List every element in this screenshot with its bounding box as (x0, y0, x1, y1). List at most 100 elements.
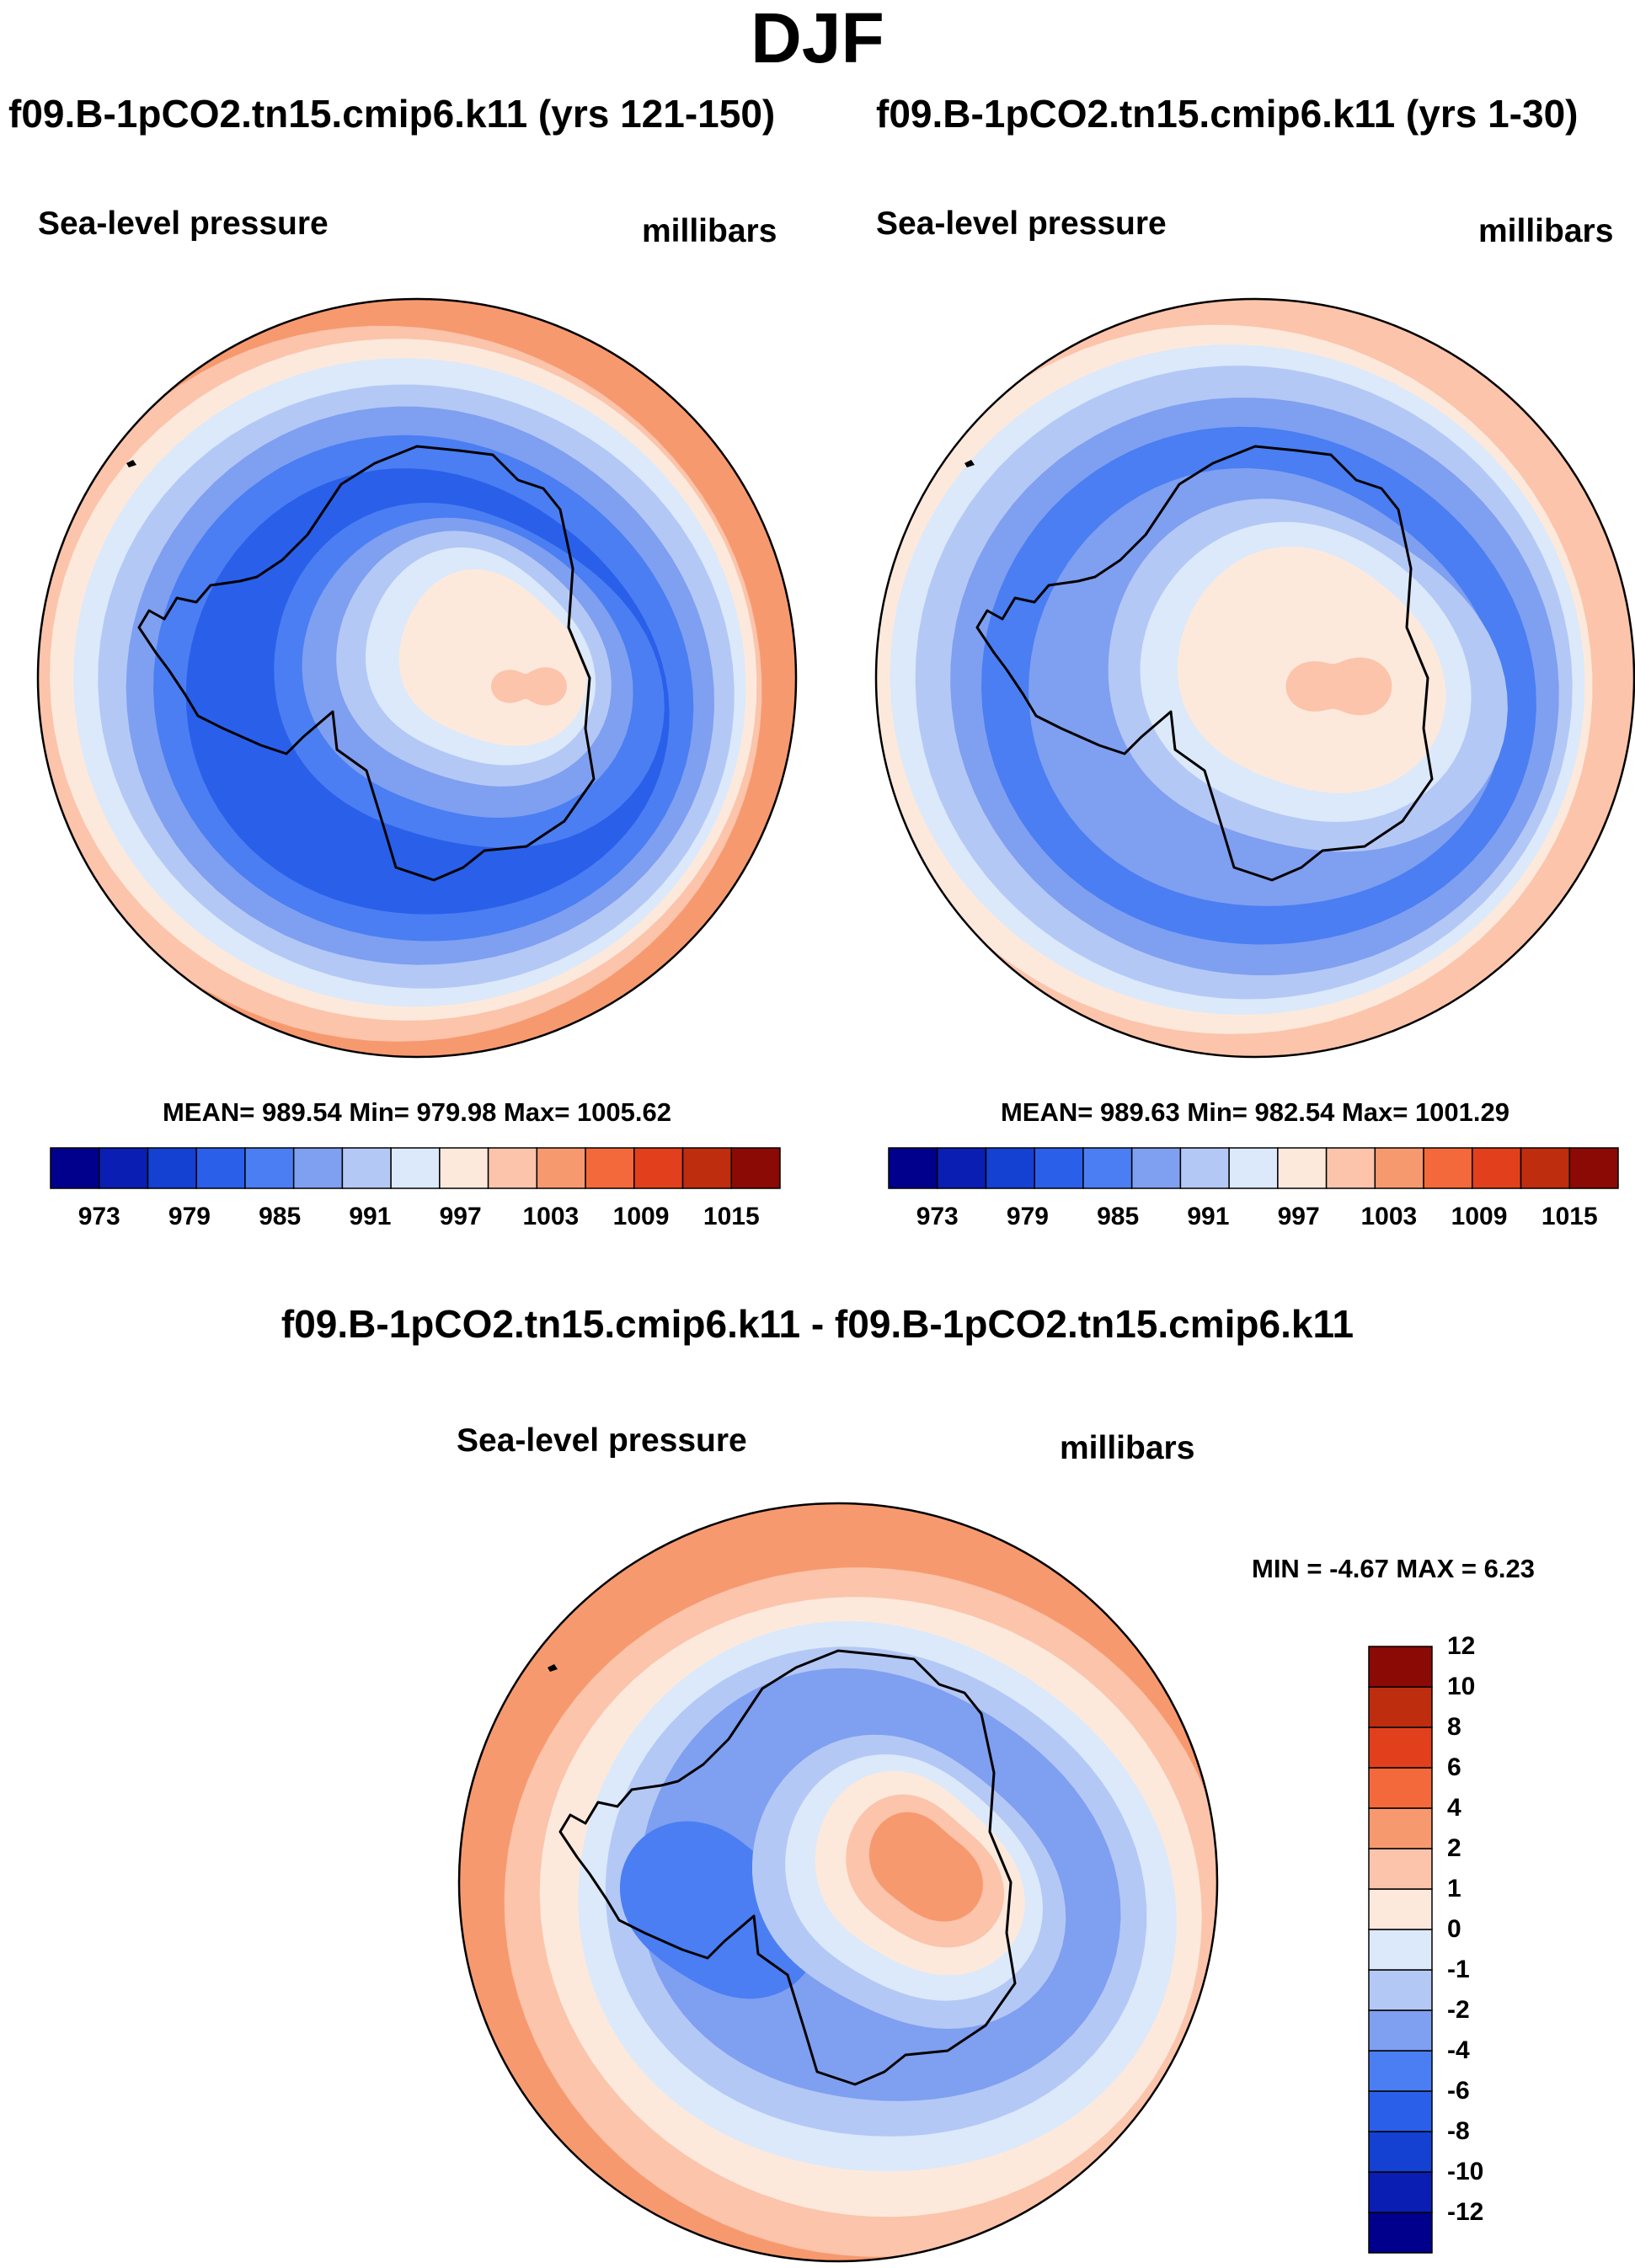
colorbar-tick-label: -1 (1447, 1956, 1470, 1983)
colorbar-box (1368, 1848, 1433, 1890)
colorbar-box (888, 1147, 938, 1189)
colorbar-tick-label: 8 (1447, 1713, 1461, 1741)
panel2-title: f09.B-1pCO2.tn15.cmip6.k11 (yrs 1-30) (876, 92, 1579, 136)
colorbar-tick-label: 991 (1187, 1203, 1230, 1230)
colorbar-box (1034, 1147, 1084, 1189)
colorbar-box (730, 1147, 781, 1189)
panel3-colorbar-ticks: -12 -10 -8 -6 -4 -2 -1 0 1 2 4 6 8 10 12 (1447, 1632, 1515, 2253)
colorbar-tick-label: 973 (77, 1203, 120, 1230)
colorbar-box (1082, 1147, 1133, 1189)
panel1-title: f09.B-1pCO2.tn15.cmip6.k11 (yrs 121-150) (8, 92, 776, 136)
colorbar-tick-label: 12 (1447, 1632, 1476, 1660)
panel3-left-label: Sea-level pressure (457, 1422, 747, 1459)
map-boundary (36, 297, 798, 1059)
colorbar-tick-label: 997 (1277, 1203, 1320, 1230)
map-boundary (874, 297, 1635, 1059)
panel1-stats: MEAN= 989.54 Min= 979.98 Max= 1005.62 (162, 1097, 671, 1127)
colorbar-tick-label: -2 (1447, 1996, 1470, 2024)
colorbar-tick-label: -8 (1447, 2117, 1470, 2145)
island-marker (548, 1664, 558, 1672)
colorbar-box (1368, 1807, 1433, 1849)
panel1-colorbar (50, 1147, 781, 1189)
panel2-stats: MEAN= 989.63 Min= 982.54 Max= 1001.29 (1000, 1097, 1509, 1127)
colorbar-tick-label: 4 (1447, 1794, 1461, 1822)
colorbar-tick-label: -10 (1447, 2158, 1484, 2185)
colorbar-box (1368, 1969, 1433, 2011)
colorbar-tick-label: 1009 (612, 1203, 670, 1230)
colorbar-box (1228, 1147, 1279, 1189)
colorbar-box (633, 1147, 684, 1189)
panel2-colorbar-ticks: 973 979 985 991 997 1003 1009 1015 (889, 1203, 1618, 1236)
colorbar-tick-label: 1009 (1451, 1203, 1508, 1230)
colorbar-box (1368, 2090, 1433, 2132)
colorbar-box (1179, 1147, 1230, 1189)
panel2-colorbar (888, 1147, 1619, 1189)
colorbar-box (536, 1147, 586, 1189)
colorbar-tick-label: 0 (1447, 1915, 1461, 1943)
colorbar-box (390, 1147, 441, 1189)
colorbar-box (985, 1147, 1035, 1189)
colorbar-box (1472, 1147, 1522, 1189)
panel1-map (36, 297, 798, 1059)
contour-band-9 (1285, 657, 1392, 716)
colorbar-box (292, 1147, 344, 1189)
colorbar-box (147, 1147, 197, 1189)
colorbar-box (1368, 1686, 1433, 1728)
panel3-colorbar (1368, 1646, 1433, 2254)
colorbar-tick-label: 979 (1006, 1203, 1049, 1230)
colorbar-box (1130, 1147, 1182, 1189)
colorbar-box (195, 1147, 246, 1189)
colorbar-tick-label: 1003 (1360, 1203, 1418, 1230)
map-boundary (457, 1502, 1219, 2263)
colorbar-tick-label: 997 (439, 1203, 482, 1230)
colorbar-box (1368, 1888, 1433, 1930)
colorbar-box (1568, 1147, 1619, 1189)
colorbar-box (1368, 2050, 1433, 2092)
colorbar-box (681, 1147, 733, 1189)
colorbar-box (439, 1147, 489, 1189)
colorbar-box (1368, 1767, 1433, 1809)
panel1-left-label: Sea-level pressure (38, 205, 329, 242)
colorbar-box (1368, 1646, 1433, 1688)
colorbar-tick-label: 985 (259, 1203, 302, 1230)
colorbar-box (1325, 1147, 1376, 1189)
island-marker (964, 460, 975, 467)
colorbar-tick-label: 973 (916, 1203, 959, 1230)
colorbar-tick-label: 1015 (1541, 1203, 1598, 1230)
panel3-units-label: millibars (1060, 1430, 1195, 1466)
colorbar-box (1520, 1147, 1571, 1189)
colorbar-box (1368, 2009, 1433, 2052)
antarctica-coastline (975, 445, 1434, 882)
antarctica-coastline (137, 445, 596, 882)
colorbar-box (1374, 1147, 1424, 1189)
colorbar-tick-label: 1 (1447, 1875, 1461, 1902)
panel1-colorbar-ticks: 973 979 985 991 997 1003 1009 1015 (51, 1203, 780, 1236)
figure-title: DJF (751, 0, 884, 77)
colorbar-tick-label: 979 (168, 1203, 211, 1230)
colorbar-tick-label: 6 (1447, 1753, 1461, 1781)
island-marker (126, 460, 136, 467)
colorbar-tick-label: -12 (1447, 2198, 1484, 2226)
colorbar-tick-label: 991 (349, 1203, 392, 1230)
panel2-units-label: millibars (1478, 213, 1614, 249)
colorbar-box (50, 1147, 100, 1189)
panel3-stats: MIN = -4.67 MAX = 6.23 (1252, 1554, 1535, 1583)
panel1-units-label: millibars (642, 213, 777, 249)
contour-band-12 (491, 667, 567, 706)
colorbar-box (585, 1147, 635, 1189)
colorbar-tick-label: 985 (1097, 1203, 1140, 1230)
colorbar-tick-label: 2 (1447, 1834, 1461, 1862)
panel2-left-label: Sea-level pressure (876, 205, 1167, 242)
colorbar-box (98, 1147, 149, 1189)
colorbar-box (1368, 2212, 1433, 2254)
colorbar-box (1368, 2131, 1433, 2173)
contour-band-10 (868, 1812, 983, 1922)
colorbar-tick-label: 1015 (703, 1203, 760, 1230)
colorbar-box (1368, 1929, 1433, 1971)
colorbar-tick-label: -4 (1447, 2036, 1470, 2064)
colorbar-box (1423, 1147, 1473, 1189)
colorbar-box (487, 1147, 538, 1189)
colorbar-box (936, 1147, 987, 1189)
colorbar-box (1368, 2171, 1433, 2213)
colorbar-tick-label: 10 (1447, 1673, 1476, 1700)
